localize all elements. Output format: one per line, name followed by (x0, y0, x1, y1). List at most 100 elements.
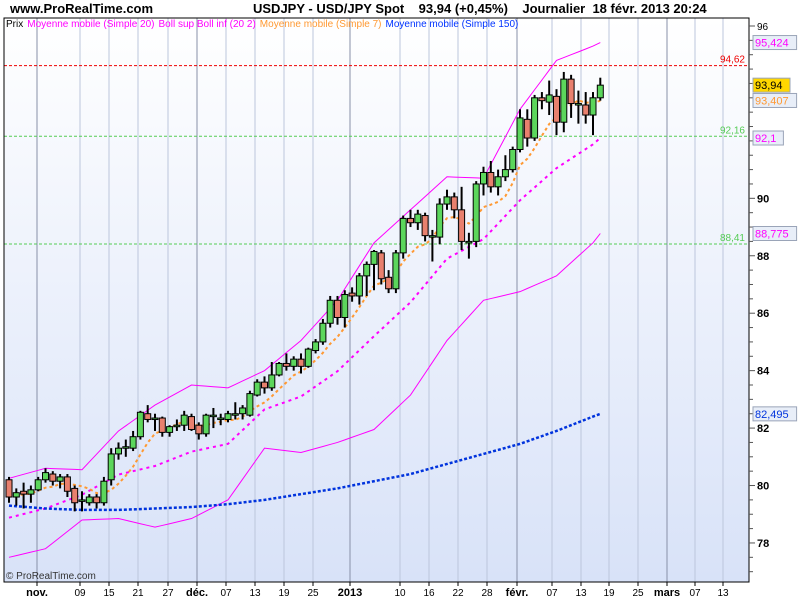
x-tick-label: 07 (546, 588, 558, 599)
candle[interactable] (297, 353, 305, 374)
candle[interactable] (144, 405, 152, 423)
x-tick-label: 13 (249, 588, 261, 599)
candle[interactable] (173, 419, 181, 431)
candle[interactable] (421, 212, 429, 242)
candle[interactable] (312, 339, 320, 354)
candle[interactable] (399, 215, 407, 259)
candle[interactable] (334, 295, 341, 325)
candle[interactable] (582, 92, 590, 124)
candle[interactable] (428, 229, 436, 262)
legend-entry[interactable]: Boll sup Boll inf (20 2) (159, 19, 256, 30)
legend-entry[interactable]: Moyenne mobile (Simple 7) (260, 19, 382, 30)
candle[interactable] (501, 155, 509, 182)
candle[interactable] (275, 362, 283, 377)
candle[interactable] (224, 410, 232, 423)
candle[interactable] (209, 407, 217, 429)
candle[interactable] (63, 474, 71, 498)
candle[interactable] (42, 468, 49, 483)
candle[interactable] (188, 413, 195, 431)
candle[interactable] (12, 488, 20, 506)
candle[interactable] (166, 425, 174, 437)
candle[interactable] (450, 192, 458, 219)
candle[interactable] (436, 198, 444, 245)
candle[interactable] (377, 250, 385, 285)
candle[interactable] (136, 410, 144, 440)
candle[interactable] (115, 442, 122, 460)
candle[interactable] (341, 290, 349, 328)
candle[interactable] (20, 482, 28, 509)
candle[interactable] (158, 416, 166, 437)
candle[interactable] (282, 353, 290, 371)
candle[interactable] (239, 405, 247, 420)
candle[interactable] (480, 166, 487, 196)
candle[interactable] (27, 485, 35, 503)
candle[interactable] (414, 209, 422, 230)
candle[interactable] (85, 494, 93, 506)
candle[interactable] (122, 439, 130, 457)
candle[interactable] (195, 422, 203, 440)
candle[interactable] (202, 413, 210, 437)
candle[interactable] (370, 250, 378, 291)
candle-body-up (414, 213, 422, 224)
candle-body-up (122, 446, 130, 449)
candle-body-up (560, 78, 568, 123)
candle[interactable] (545, 80, 553, 116)
candle[interactable] (560, 71, 568, 133)
candle[interactable] (5, 476, 13, 503)
candle[interactable] (392, 250, 400, 294)
candle[interactable] (509, 146, 517, 173)
price-tag: 92,1 (752, 130, 784, 146)
candle[interactable] (494, 169, 502, 196)
candle[interactable] (217, 413, 225, 426)
candle[interactable] (71, 485, 79, 512)
candle[interactable] (523, 109, 531, 147)
candle[interactable] (151, 413, 159, 431)
candle[interactable] (180, 410, 188, 431)
candle[interactable] (458, 186, 466, 251)
candle[interactable] (246, 390, 254, 417)
legend-entry[interactable]: Moyenne mobile (Simple 150) (386, 19, 519, 30)
candle[interactable] (304, 347, 312, 368)
candle[interactable] (56, 474, 64, 489)
candle[interactable] (49, 471, 57, 486)
candle[interactable] (326, 295, 334, 328)
candle[interactable] (261, 376, 268, 394)
candle[interactable] (93, 494, 101, 509)
candle[interactable] (355, 272, 363, 305)
candle[interactable] (516, 109, 524, 153)
candle[interactable] (538, 92, 546, 110)
candle-body-down (538, 97, 546, 102)
candle[interactable] (472, 181, 480, 248)
candle[interactable] (78, 491, 86, 512)
candle[interactable] (531, 94, 539, 141)
candle[interactable] (589, 92, 597, 136)
legend-entry[interactable]: Prix (6, 19, 23, 30)
candle[interactable] (268, 362, 276, 391)
candle[interactable] (596, 77, 604, 101)
candle[interactable] (319, 318, 327, 345)
candle[interactable] (465, 232, 473, 259)
candle[interactable] (363, 261, 371, 296)
price-tag-box (752, 226, 798, 242)
legend-entry[interactable]: Moyenne mobile (Simple 20) (27, 19, 154, 30)
candle[interactable] (34, 476, 42, 492)
candle[interactable] (407, 209, 414, 228)
candle[interactable] (290, 356, 298, 371)
candle[interactable] (487, 160, 495, 193)
candle[interactable] (129, 430, 137, 452)
candle[interactable] (231, 402, 239, 420)
candle-body-up (465, 240, 473, 244)
candle-body-up (107, 453, 115, 481)
candle[interactable] (385, 270, 393, 294)
candle[interactable] (567, 74, 575, 118)
candle[interactable] (253, 379, 261, 397)
candle[interactable] (348, 287, 356, 302)
candle[interactable] (443, 189, 451, 210)
candle[interactable] (100, 476, 108, 506)
candle[interactable] (107, 448, 115, 486)
y-tick-label: 80 (757, 481, 769, 493)
candle-body-up (253, 381, 261, 396)
candle[interactable] (574, 90, 582, 124)
candle[interactable] (553, 89, 560, 136)
